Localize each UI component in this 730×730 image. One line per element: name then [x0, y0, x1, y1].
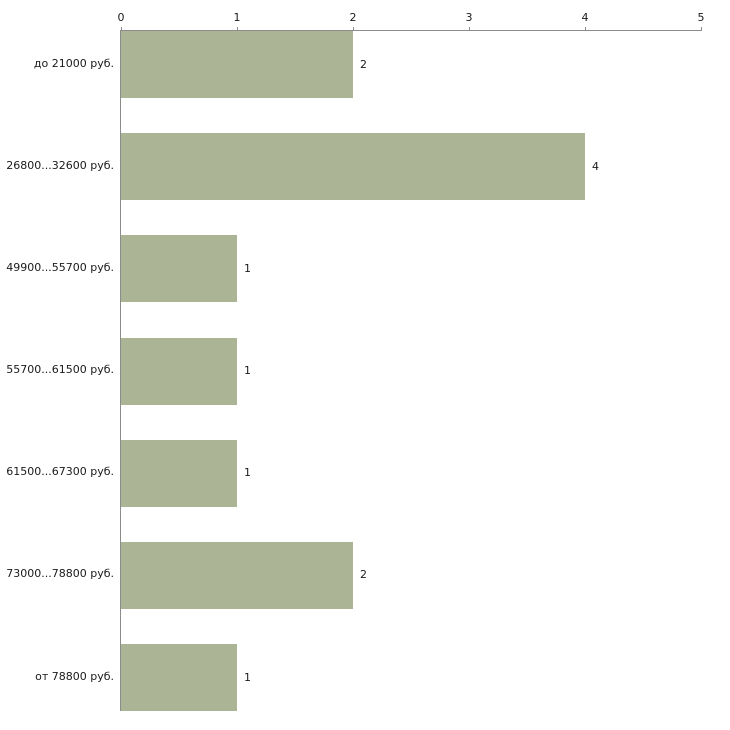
bar-value-label: 1 — [244, 670, 251, 684]
x-axis-tick-mark — [237, 27, 238, 31]
category-label: 49900...55700 руб. — [6, 260, 114, 274]
bar-value-label: 2 — [360, 57, 367, 71]
bar-value-label: 1 — [244, 466, 251, 480]
category-label: до 21000 руб. — [33, 56, 114, 70]
category-label: 26800...32600 руб. — [6, 158, 114, 172]
category-label: 61500...67300 руб. — [6, 465, 114, 479]
bar-value-label: 4 — [592, 159, 599, 173]
category-label: 55700...61500 руб. — [6, 363, 114, 376]
category-label: от 78800 руб. — [35, 669, 114, 683]
x-axis-tick-mark — [353, 27, 354, 31]
bar-0 — [121, 31, 353, 98]
bar-value-label: 1 — [244, 364, 251, 377]
plot-area: 0 1 2 3 4 5 2 4 1 1 1 2 1 — [118, 11, 705, 711]
x-axis-tick-mark — [585, 27, 586, 31]
x-axis-tick-label: 5 — [697, 11, 705, 24]
bar-4 — [121, 439, 237, 507]
x-axis-tick-label: 1 — [233, 11, 241, 24]
bar-5 — [121, 541, 353, 609]
x-axis-tick-mark — [121, 27, 122, 31]
bar-1 — [121, 133, 585, 201]
x-axis-tick-label: 3 — [465, 11, 473, 24]
x-axis-tick-mark — [701, 27, 702, 31]
bar-value-label: 1 — [244, 261, 251, 275]
bar-3 — [121, 337, 237, 405]
bar-value-label: 2 — [360, 568, 367, 582]
category-label: 73000...78800 руб. — [6, 567, 114, 581]
x-axis-tick-label: 0 — [117, 11, 125, 24]
x-axis-tick-label: 4 — [581, 11, 589, 24]
x-axis-tick-mark — [469, 27, 470, 31]
bar-6 — [121, 644, 237, 711]
bar-2 — [121, 235, 237, 303]
x-axis-tick-label: 2 — [349, 11, 357, 24]
